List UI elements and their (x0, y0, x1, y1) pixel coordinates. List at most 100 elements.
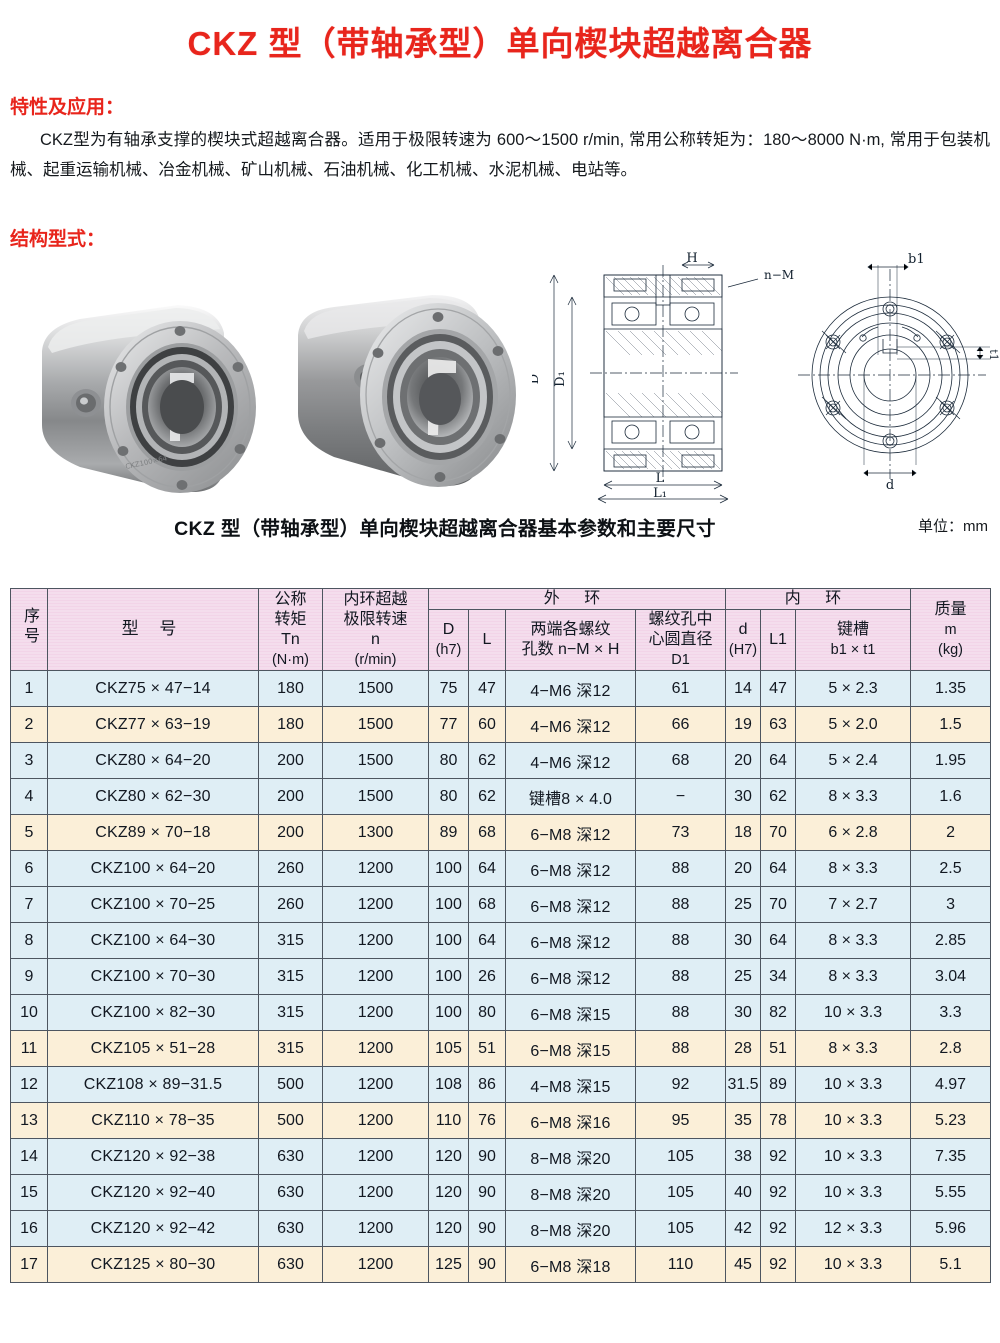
cell-speed: 1500 (322, 778, 429, 815)
cell-outer-L: 26 (468, 958, 506, 995)
cell-keyway: 8 × 3.3 (795, 778, 912, 815)
cell-thread: 4−M8 深15 (505, 1066, 636, 1103)
cell-speed: 1200 (322, 994, 429, 1031)
th-D-l1: D (442, 621, 455, 638)
th-speed-l1: 内环超越 (343, 590, 408, 608)
th-pcd-l2: 心圆直径 (648, 631, 713, 648)
cell-torque: 315 (258, 922, 323, 959)
th-inner-ring: 内 环 (725, 588, 912, 610)
table-row: 7 CKZ100 × 70−25 260 1200 100 68 6−M8 深12 88 25 7… (10, 886, 992, 923)
front-view-drawing: b1 d t1 (790, 251, 1000, 505)
cell-inner-L1: 62 (760, 778, 797, 815)
cell-torque: 315 (258, 1030, 323, 1067)
cell-inner-d: 18 (725, 814, 762, 851)
cell-torque: 315 (258, 994, 323, 1031)
cell-mass: 2.8 (910, 1030, 992, 1067)
features-paragraph: CKZ型为有轴承支撑的楔块式超越离合器。适用于极限转速为 600～1500 r/… (10, 125, 990, 185)
cell-seq: 12 (10, 1066, 48, 1103)
cell-inner-d: 25 (725, 886, 762, 923)
cell-mass: 5.1 (910, 1246, 992, 1283)
cell-seq: 3 (10, 742, 48, 779)
cell-pcd: 88 (634, 958, 727, 995)
cell-keyway: 5 × 2.4 (795, 742, 912, 779)
cell-mass: 5.96 (910, 1210, 992, 1247)
th-D: D (h7) (428, 609, 469, 671)
cell-mass: 2.5 (910, 850, 992, 887)
th-model: 型 号 (47, 588, 259, 671)
cell-seq: 13 (10, 1102, 48, 1139)
structure-heading: 结构型式： (10, 229, 106, 250)
cell-mass: 1.95 (910, 742, 992, 779)
cell-torque: 630 (258, 1210, 323, 1247)
cell-inner-d: 35 (725, 1102, 762, 1139)
cell-inner-L1: 64 (760, 850, 797, 887)
cell-seq: 17 (10, 1246, 48, 1283)
th-mass-l3: (kg) (938, 641, 963, 658)
th-D-l2: (h7) (435, 642, 462, 658)
cell-torque: 200 (258, 742, 323, 779)
cell-model: CKZ100 × 82−30 (47, 994, 259, 1031)
label-D: D (532, 374, 542, 384)
features-heading: 特性及应用： (10, 97, 125, 118)
cell-thread: 6−M8 深16 (505, 1102, 636, 1139)
cell-mass: 7.35 (910, 1138, 992, 1175)
th-pcd: 螺纹孔中 心圆直径 D1 (634, 609, 727, 671)
table-caption-row: CKZ 型（带轴承型）单向楔块超越离合器基本参数和主要尺寸 单位：mm (0, 512, 1000, 552)
cell-seq: 7 (10, 886, 48, 923)
cell-outer-D: 100 (428, 994, 469, 1031)
cell-pcd: 105 (634, 1210, 727, 1247)
cell-pcd: 92 (634, 1066, 727, 1103)
cell-inner-d: 30 (725, 778, 762, 815)
table-header-row-1: 序号 型 号 公称 转矩 Tn (N·m) 内环超越 极限转速 n (r/min… (10, 588, 992, 671)
cell-inner-d: 28 (725, 1030, 762, 1067)
cell-thread: 4−M6 深12 (505, 742, 636, 779)
cell-speed: 1200 (322, 922, 429, 959)
th-speed-l3: n (371, 630, 380, 648)
cell-torque: 260 (258, 850, 323, 887)
th-mass-l2: m (944, 621, 957, 638)
cell-outer-D: 105 (428, 1030, 469, 1067)
cell-inner-d: 40 (725, 1174, 762, 1211)
table-body: 1 CKZ75 × 47−14 180 1500 75 47 4−M6 深12 61 14 47 5… (10, 670, 992, 1283)
cell-inner-d: 20 (725, 742, 762, 779)
cell-thread: 8−M8 深20 (505, 1174, 636, 1211)
cell-pcd: − (634, 778, 727, 815)
cell-model: CKZ100 × 70−25 (47, 886, 259, 923)
cell-seq: 5 (10, 814, 48, 851)
th-d-l1: d (738, 621, 748, 638)
cell-model: CKZ77 × 63−19 (47, 706, 259, 743)
cell-inner-d: 42 (725, 1210, 762, 1247)
th-d: d (H7) (725, 609, 762, 671)
cell-model: CKZ100 × 70−30 (47, 958, 259, 995)
cell-thread: 6−M8 深12 (505, 814, 636, 851)
label-t1: t1 (987, 349, 1000, 360)
cell-thread: 键槽8 × 4.0 (505, 778, 636, 815)
cell-keyway: 10 × 3.3 (795, 1174, 912, 1211)
cell-model: CKZ80 × 62−30 (47, 778, 259, 815)
cell-torque: 180 (258, 706, 323, 743)
cell-inner-L1: 34 (760, 958, 797, 995)
cell-model: CKZ100 × 64−20 (47, 850, 259, 887)
th-thread-l1: 两端各螺纹 (530, 621, 611, 638)
cell-model: CKZ110 × 78−35 (47, 1102, 259, 1139)
table-caption: CKZ 型（带轴承型）单向楔块超越离合器基本参数和主要尺寸 (174, 518, 716, 540)
th-torque: 公称 转矩 Tn (N·m) (258, 588, 323, 671)
cell-pcd: 88 (634, 1030, 727, 1067)
cell-outer-D: 110 (428, 1102, 469, 1139)
th-key-l2: b1 × t1 (830, 642, 876, 658)
cell-speed: 1500 (322, 670, 429, 707)
cell-outer-L: 62 (468, 778, 506, 815)
cell-model: CKZ120 × 92−42 (47, 1210, 259, 1247)
cell-seq: 6 (10, 850, 48, 887)
cell-inner-L1: 78 (760, 1102, 797, 1139)
cell-inner-d: 30 (725, 922, 762, 959)
th-L: L (468, 609, 506, 671)
cell-thread: 6−M8 深15 (505, 994, 636, 1031)
cell-keyway: 10 × 3.3 (795, 994, 912, 1031)
table-row: 8 CKZ100 × 64−30 315 1200 100 64 6−M8 深12 88 30 6… (10, 922, 992, 959)
cell-torque: 630 (258, 1138, 323, 1175)
cell-speed: 1200 (322, 1210, 429, 1247)
cell-keyway: 8 × 3.3 (795, 850, 912, 887)
cell-outer-D: 120 (428, 1210, 469, 1247)
cell-pcd: 61 (634, 670, 727, 707)
